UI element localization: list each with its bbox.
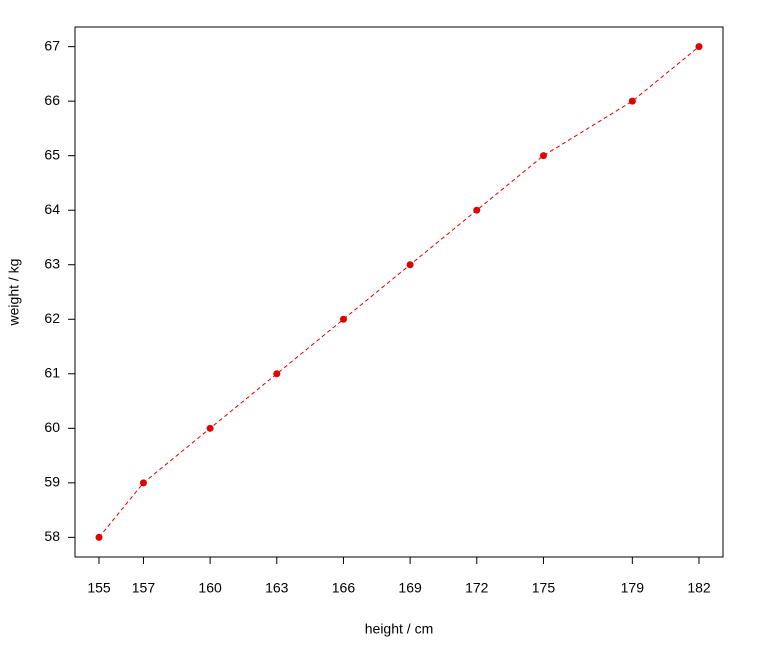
y-axis-label: weight / kg bbox=[6, 259, 22, 327]
plot-frame bbox=[74, 26, 724, 558]
data-line bbox=[98, 46, 700, 538]
data-point bbox=[406, 261, 414, 269]
y-tick-label: 65 bbox=[44, 146, 60, 162]
data-point bbox=[206, 424, 214, 432]
x-axis-label: height / cm bbox=[365, 621, 433, 637]
x-tick-label: 160 bbox=[198, 580, 222, 596]
y-tick-label: 58 bbox=[44, 528, 60, 544]
y-tick-label: 59 bbox=[44, 474, 60, 490]
y-tick-label: 67 bbox=[44, 37, 60, 53]
data-point bbox=[339, 315, 347, 323]
data-point bbox=[273, 370, 281, 378]
x-tick-label: 169 bbox=[398, 580, 422, 596]
x-tick-label: 166 bbox=[332, 580, 356, 596]
data-point bbox=[139, 479, 147, 487]
x-tick-label: 175 bbox=[532, 580, 556, 596]
y-tick-label: 61 bbox=[44, 364, 60, 380]
y-tick-label: 62 bbox=[44, 310, 60, 326]
x-tick-label: 182 bbox=[687, 580, 711, 596]
data-point bbox=[628, 97, 636, 105]
y-tick-label: 63 bbox=[44, 255, 60, 271]
data-point bbox=[539, 152, 547, 160]
x-tick-label: 179 bbox=[621, 580, 645, 596]
data-point bbox=[695, 43, 703, 51]
x-tick-label: 155 bbox=[87, 580, 111, 596]
x-tick-label: 163 bbox=[265, 580, 289, 596]
x-tick-label: 172 bbox=[465, 580, 489, 596]
y-tick-label: 64 bbox=[44, 201, 60, 217]
data-point bbox=[95, 533, 103, 541]
y-tick-label: 60 bbox=[44, 419, 60, 435]
data-point bbox=[473, 206, 481, 214]
y-tick-label: 66 bbox=[44, 92, 60, 108]
x-tick-label: 157 bbox=[132, 580, 156, 596]
